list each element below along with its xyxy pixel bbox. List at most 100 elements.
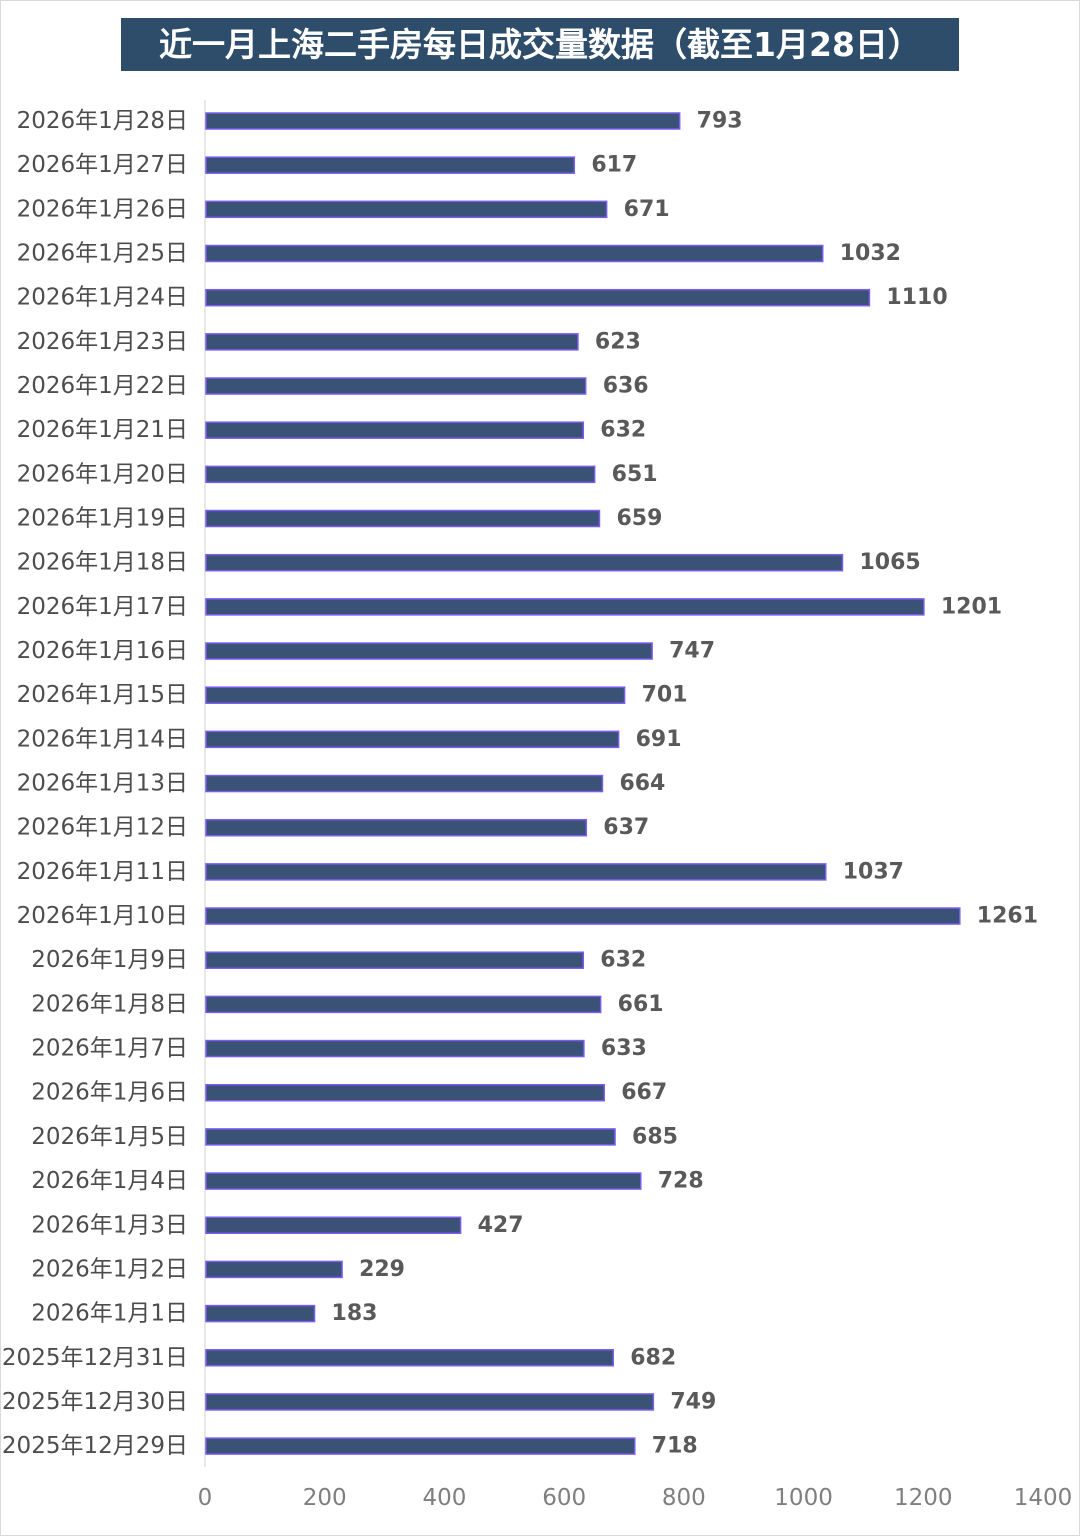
bar [205, 1393, 655, 1411]
bar [205, 598, 925, 616]
bar [205, 1172, 642, 1190]
category-label: 2026年1月24日 [17, 285, 188, 311]
data-label: 747 [669, 639, 715, 664]
category-label: 2026年1月19日 [17, 506, 188, 532]
category-label: 2026年1月16日 [17, 638, 188, 664]
bar [205, 863, 827, 881]
data-label: 183 [332, 1301, 378, 1326]
data-label: 661 [618, 992, 664, 1017]
category-label: 2026年1月21日 [17, 417, 188, 443]
data-label: 685 [632, 1124, 678, 1149]
bar [205, 1083, 605, 1102]
category-label: 2026年1月27日 [17, 152, 188, 178]
data-label: 637 [603, 815, 649, 840]
category-label: 2026年1月12日 [17, 815, 188, 841]
data-label: 632 [600, 948, 646, 973]
data-label: 664 [619, 771, 665, 796]
data-label: 651 [612, 462, 658, 487]
bar [205, 907, 961, 925]
data-label: 1037 [843, 859, 904, 884]
bar [205, 818, 588, 837]
data-label: 659 [616, 506, 662, 531]
x-tick-label: 1200 [894, 1485, 953, 1511]
bar [205, 642, 653, 660]
bar [205, 995, 602, 1014]
bar [205, 774, 604, 793]
category-label: 2026年1月15日 [17, 682, 188, 708]
data-label: 636 [603, 374, 649, 399]
x-tick-label: 200 [303, 1485, 347, 1511]
x-tick-label: 800 [662, 1485, 706, 1511]
category-label: 2026年1月9日 [31, 947, 188, 973]
data-label: 633 [601, 1036, 647, 1061]
x-tick-label: 0 [198, 1485, 213, 1511]
x-tick-label: 600 [542, 1485, 586, 1511]
category-label: 2025年12月31日 [2, 1345, 188, 1371]
data-label: 793 [697, 109, 743, 134]
bar [205, 730, 620, 749]
category-label: 2026年1月4日 [31, 1168, 188, 1194]
category-label: 2026年1月23日 [17, 329, 188, 355]
category-label: 2026年1月1日 [31, 1301, 188, 1327]
category-label: 2026年1月7日 [31, 1036, 188, 1062]
bar [205, 1260, 343, 1279]
data-label: 671 [624, 197, 670, 222]
bar [205, 1216, 462, 1234]
category-label: 2026年1月20日 [17, 461, 188, 487]
data-label: 623 [595, 329, 641, 354]
category-label: 2026年1月26日 [17, 196, 188, 222]
category-label: 2026年1月11日 [17, 859, 188, 885]
category-label: 2026年1月10日 [17, 903, 188, 929]
bar [205, 244, 824, 263]
data-label: 229 [359, 1257, 405, 1282]
data-label: 718 [652, 1434, 698, 1459]
category-label: 2025年12月30日 [2, 1389, 188, 1415]
category-label: 2025年12月29日 [2, 1433, 188, 1459]
bar [205, 1304, 316, 1323]
bar [205, 1128, 616, 1146]
category-label: 2026年1月8日 [31, 991, 188, 1017]
bar [205, 421, 585, 439]
data-label: 701 [642, 683, 688, 708]
bar [205, 553, 844, 572]
category-label: 2026年1月6日 [31, 1080, 188, 1106]
data-label: 682 [630, 1345, 676, 1370]
data-label: 667 [621, 1080, 667, 1105]
data-label: 1032 [840, 241, 901, 266]
bar [205, 686, 626, 704]
data-label: 1201 [941, 594, 1002, 619]
category-label: 2026年1月2日 [31, 1256, 188, 1282]
category-label: 2026年1月5日 [31, 1124, 188, 1150]
category-label: 2026年1月22日 [17, 373, 188, 399]
x-tick-label: 400 [422, 1485, 466, 1511]
data-label: 427 [478, 1213, 524, 1238]
data-label: 728 [658, 1169, 704, 1194]
bar [205, 156, 576, 174]
bar [205, 951, 585, 969]
data-label: 617 [591, 153, 637, 178]
bar [205, 200, 608, 219]
x-tick-label: 1000 [774, 1485, 833, 1511]
bar [205, 112, 681, 130]
bar [205, 465, 596, 484]
bar [205, 1437, 636, 1455]
category-label: 2026年1月28日 [17, 108, 188, 134]
category-label: 2026年1月25日 [17, 241, 188, 267]
bar [205, 377, 587, 395]
bar [205, 288, 871, 307]
category-label: 2026年1月18日 [17, 550, 188, 576]
chart-title: 近一月上海二手房每日成交量数据（截至1月28日） [121, 18, 959, 71]
data-label: 632 [600, 418, 646, 443]
bar [205, 509, 601, 528]
x-tick-label: 1400 [1014, 1485, 1073, 1511]
data-label: 1261 [977, 904, 1038, 929]
bar [205, 333, 579, 351]
category-label: 2026年1月13日 [17, 771, 188, 797]
data-label: 1065 [859, 550, 920, 575]
category-label: 2026年1月14日 [17, 726, 188, 752]
data-label: 691 [636, 727, 682, 752]
bar [205, 1349, 614, 1367]
category-label: 2026年1月17日 [17, 594, 188, 620]
data-label: 1110 [886, 285, 947, 310]
